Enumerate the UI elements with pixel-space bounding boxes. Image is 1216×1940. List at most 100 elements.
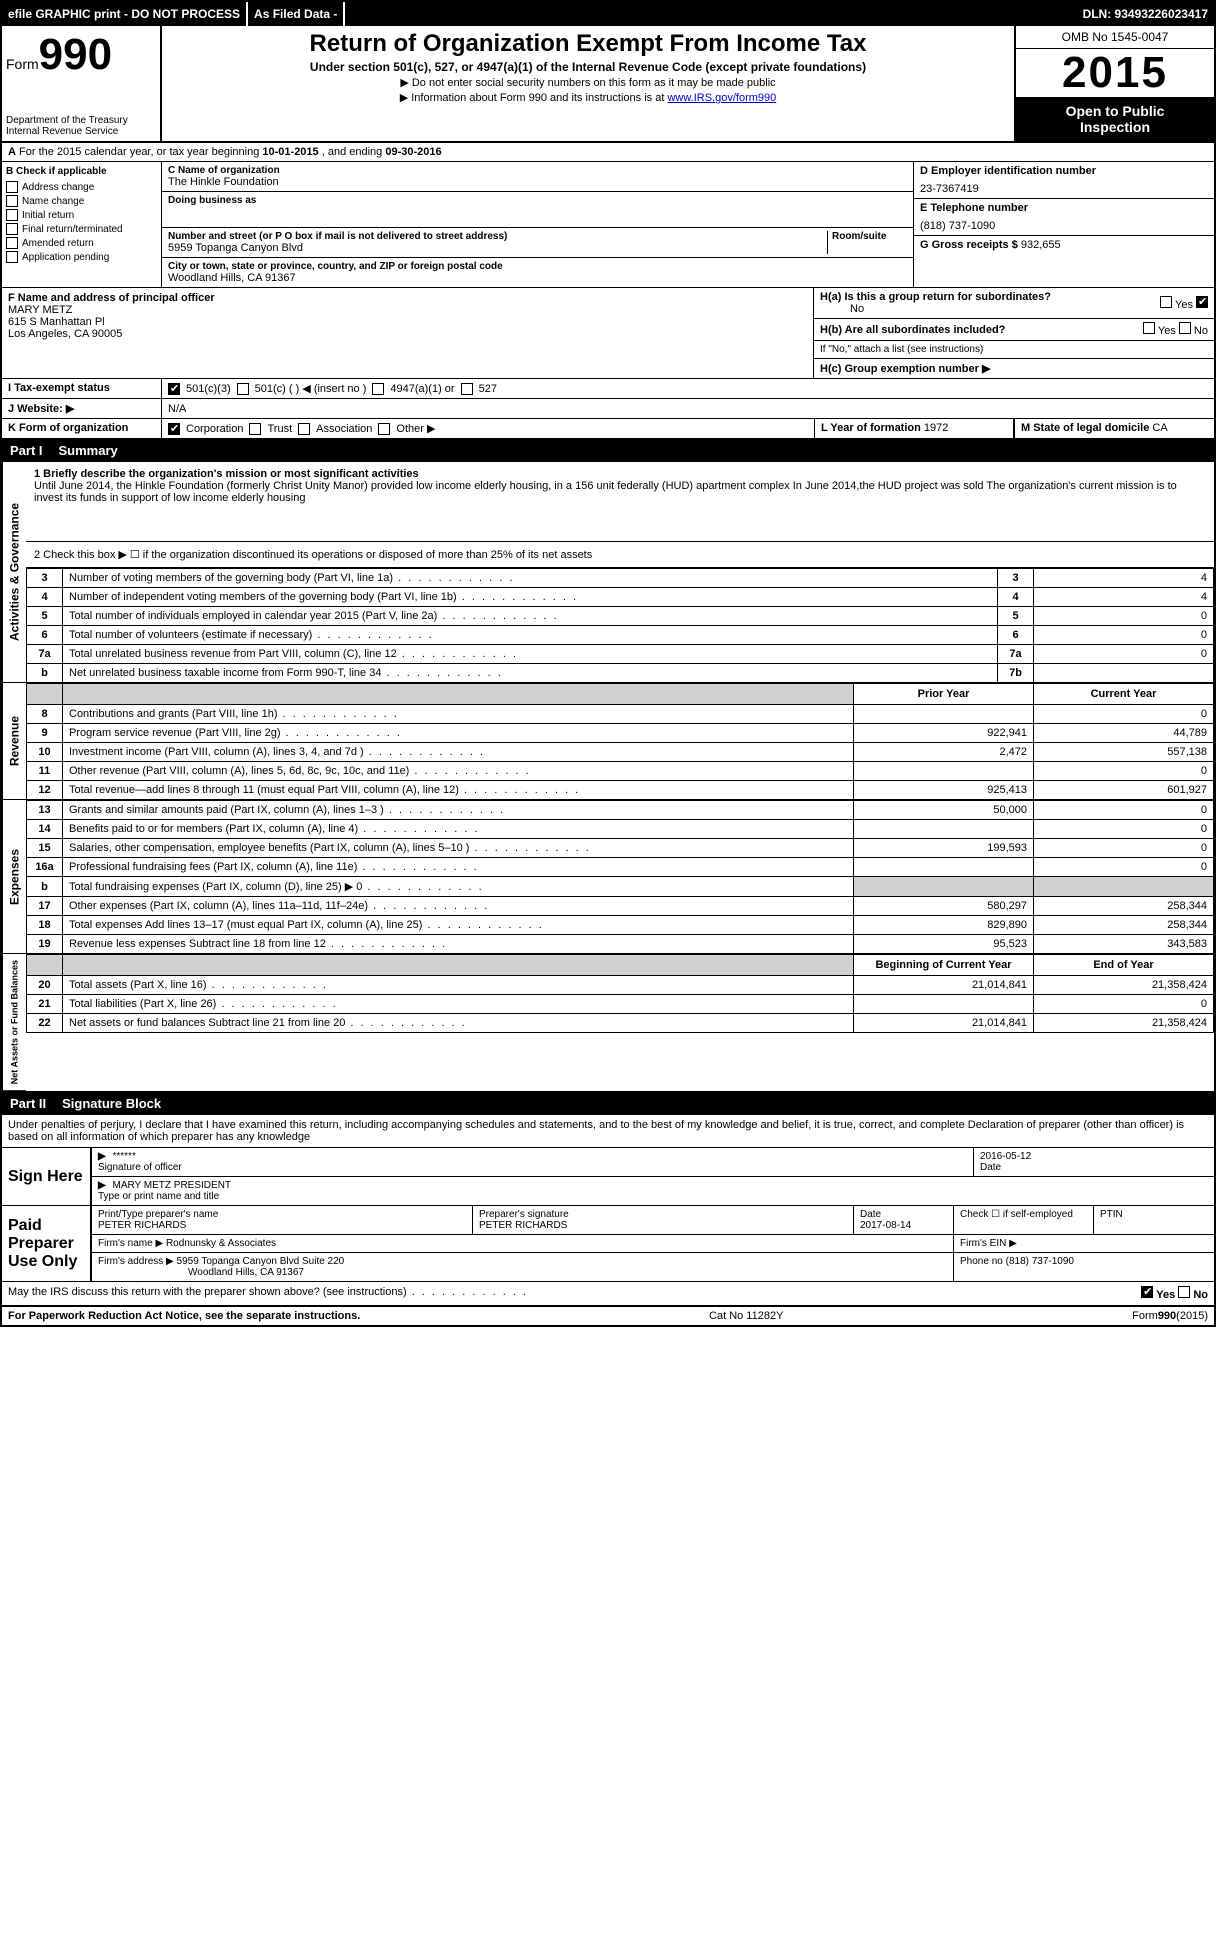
arrow-icon: ▶	[98, 1180, 106, 1191]
irs-link[interactable]: www.IRS.gov/form990	[667, 92, 776, 104]
checkbox-icon[interactable]	[372, 383, 384, 395]
table-row: bTotal fundraising expenses (Part IX, co…	[27, 877, 1214, 897]
checkbox-icon[interactable]	[298, 423, 310, 435]
table-row: bNet unrelated business taxable income f…	[27, 664, 1214, 683]
checkbox-icon[interactable]	[1143, 322, 1155, 334]
line1-label: 1 Briefly describe the organization's mi…	[34, 468, 419, 480]
checkbox-icon	[6, 237, 18, 249]
sig-date: 2016-05-12	[980, 1151, 1031, 1162]
checkbox-checked-icon[interactable]	[1196, 296, 1208, 308]
revenue-table: Prior YearCurrent Year8Contributions and…	[26, 683, 1214, 800]
sig-officer-label: Signature of officer	[98, 1162, 182, 1173]
sign-here-row: Sign Here ▶ ****** Signature of officer …	[2, 1148, 1214, 1206]
net-assets-block: Net Assets or Fund Balances Beginning of…	[2, 954, 1214, 1092]
prep-name-label: Print/Type preparer's name	[98, 1209, 218, 1220]
table-row: 5Total number of individuals employed in…	[27, 607, 1214, 626]
chk-name-change[interactable]: Name change	[6, 195, 157, 207]
table-row: 10Investment income (Part VIII, column (…	[27, 743, 1214, 762]
opt-4947: 4947(a)(1) or	[390, 383, 454, 395]
open-line2: Inspection	[1020, 119, 1210, 135]
dln: DLN: 93493226023417	[1077, 2, 1214, 26]
addr-label: Number and street (or P O box if mail is…	[168, 231, 827, 242]
opt-501c: 501(c) ( ) ◀ (insert no )	[255, 382, 367, 395]
firm-addr-label: Firm's address ▶	[98, 1256, 174, 1267]
row-h: H(a) Is this a group return for subordin…	[814, 288, 1214, 378]
ha-no: No	[850, 303, 864, 315]
sig-name-label: Type or print name and title	[98, 1191, 219, 1202]
checkbox-icon[interactable]	[378, 423, 390, 435]
chk-address-change[interactable]: Address change	[6, 181, 157, 193]
omb-number: OMB No 1545-0047	[1016, 26, 1214, 49]
org-name-label: C Name of organization	[168, 165, 907, 176]
officer-name: MARY METZ	[8, 304, 807, 316]
chk-final-return[interactable]: Final return/terminated	[6, 223, 157, 235]
part-2-header: Part II Signature Block	[2, 1092, 1214, 1115]
checkbox-icon[interactable]	[1160, 296, 1172, 308]
officer-addr2: Los Angeles, CA 90005	[8, 328, 807, 340]
paperwork-notice: For Paperwork Reduction Act Notice, see …	[8, 1310, 360, 1322]
note2-pre: ▶ Information about Form 990 and its ins…	[400, 92, 668, 104]
checkbox-checked-icon[interactable]	[168, 383, 180, 395]
table-row: 19Revenue less expenses Subtract line 18…	[27, 935, 1214, 954]
footer: For Paperwork Reduction Act Notice, see …	[2, 1306, 1214, 1325]
topbar: efile GRAPHIC print - DO NOT PROCESS As …	[2, 2, 1214, 26]
table-row: 18Total expenses Add lines 13–17 (must e…	[27, 916, 1214, 935]
side-label-revenue: Revenue	[2, 683, 26, 800]
prep-date: 2017-08-14	[860, 1220, 911, 1231]
col-right: D Employer identification number 23-7367…	[914, 162, 1214, 287]
room-label: Room/suite	[832, 231, 907, 242]
checkbox-checked-icon[interactable]	[1141, 1286, 1153, 1298]
table-row: 15Salaries, other compensation, employee…	[27, 839, 1214, 858]
sign-here-label: Sign Here	[2, 1148, 92, 1205]
form-number: 990	[39, 30, 112, 79]
state-domicile: CA	[1152, 422, 1167, 434]
mission-text: Until June 2014, the Hinkle Foundation (…	[34, 480, 1177, 504]
row-a-pre: For the 2015 calendar year, or tax year …	[19, 146, 262, 158]
row-j-label: J Website: ▶	[8, 403, 74, 415]
city-label: City or town, state or province, country…	[168, 261, 907, 272]
gross-label: G Gross receipts $	[920, 239, 1018, 251]
ein-value: 23-7367419	[920, 183, 1208, 195]
side-label-act-gov: Activities & Governance	[2, 462, 26, 683]
self-emp: Check ☐ if self-employed	[954, 1206, 1094, 1234]
chk-label: Final return/terminated	[22, 224, 123, 235]
hc-label: H(c) Group exemption number ▶	[820, 362, 990, 375]
website-value: N/A	[168, 403, 186, 415]
row-f-label: F Name and address of principal officer	[8, 292, 215, 304]
firm-addr2: Woodland Hills, CA 91367	[188, 1267, 304, 1278]
checkbox-icon[interactable]	[1179, 322, 1191, 334]
table-row: 14Benefits paid to or for members (Part …	[27, 820, 1214, 839]
part-num: Part I	[10, 443, 43, 458]
row-m-label: M State of legal domicile	[1021, 422, 1149, 434]
firm-ein-label: Firm's EIN ▶	[954, 1235, 1214, 1252]
checkbox-icon[interactable]	[249, 423, 261, 435]
chk-label: Application pending	[22, 252, 109, 263]
table-row: 3Number of voting members of the governi…	[27, 569, 1214, 588]
checkbox-icon[interactable]	[237, 383, 249, 395]
sig-date-label: Date	[980, 1162, 1001, 1173]
checkbox-checked-icon[interactable]	[168, 423, 180, 435]
opt-trust: Trust	[267, 423, 292, 435]
checkbox-icon	[6, 195, 18, 207]
sig-name: MARY METZ PRESIDENT	[112, 1180, 231, 1191]
table-row: 12Total revenue—add lines 8 through 11 (…	[27, 781, 1214, 800]
addr-value: 5959 Topanga Canyon Blvd	[168, 242, 827, 254]
table-row: 8Contributions and grants (Part VIII, li…	[27, 705, 1214, 724]
checkbox-icon[interactable]	[1178, 1286, 1190, 1298]
chk-amended[interactable]: Amended return	[6, 237, 157, 249]
sig-intro: Under penalties of perjury, I declare th…	[2, 1115, 1214, 1148]
checkbox-icon[interactable]	[461, 383, 473, 395]
year-formation: 1972	[924, 422, 948, 434]
sig-stars: ******	[112, 1151, 135, 1162]
chk-label: Initial return	[22, 210, 74, 221]
form-note1: ▶ Do not enter social security numbers o…	[170, 76, 1006, 89]
chk-label: Name change	[22, 196, 84, 207]
revenue-block: Revenue Prior YearCurrent Year8Contribut…	[2, 683, 1214, 800]
cat-no: Cat No 11282Y	[709, 1310, 783, 1322]
checkbox-icon	[6, 209, 18, 221]
header: Form990 Department of the Treasury Inter…	[2, 26, 1214, 143]
chk-initial-return[interactable]: Initial return	[6, 209, 157, 221]
chk-app-pending[interactable]: Application pending	[6, 251, 157, 263]
phone-value: (818) 737-1090	[920, 220, 1208, 232]
dba-label: Doing business as	[168, 195, 907, 206]
